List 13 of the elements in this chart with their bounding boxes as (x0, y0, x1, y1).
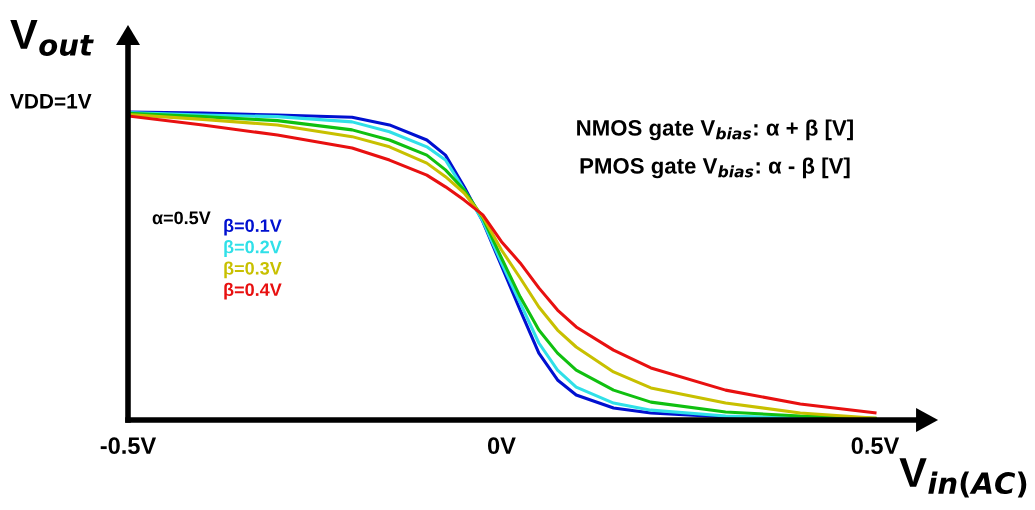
text: β=0.2V (224, 240, 282, 257)
text: β=0.3V (224, 261, 282, 279)
text: VDD=1V (10, 94, 92, 109)
annotation: PMOS gate V$_{bias}$: α - β [V] (580, 157, 850, 179)
x-axis-title: V$_{in(AC)}$ (899, 458, 1027, 498)
annotation: α=0.5V (152, 211, 211, 225)
text: β=0.1V (224, 218, 282, 236)
text: β=0.4V (224, 282, 282, 300)
x-tick-label: -0.5V (100, 437, 157, 455)
y-axis-title: V$_{out}$ (10, 20, 94, 56)
annotation: NMOS gate V$_{bias}$: α + β [V] (577, 119, 853, 141)
x-tick-label: 0V (487, 437, 516, 455)
x-tick-label: 0.5V (851, 437, 900, 455)
